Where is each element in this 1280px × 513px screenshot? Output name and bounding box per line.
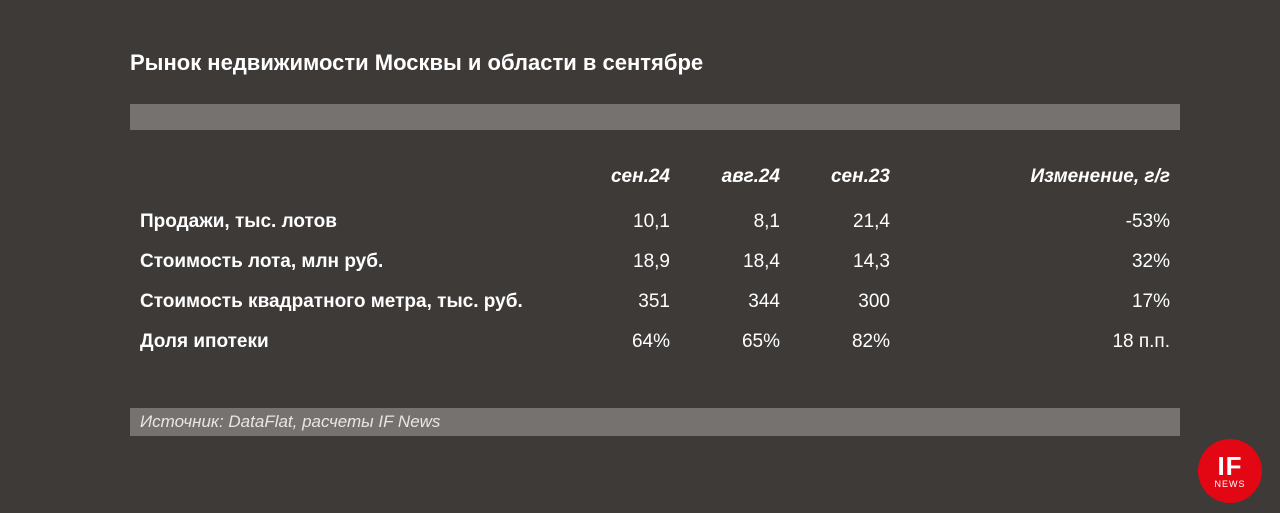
table-row: Стоимость квадратного метра, тыс. руб. 3… xyxy=(130,282,1180,322)
value-cell: 10,1 xyxy=(570,202,680,242)
value-cell: 82% xyxy=(790,322,900,362)
metric-cell: Стоимость лота, млн руб. xyxy=(130,242,570,282)
table-header-row: сен.24 авг.24 сен.23 Изменение, г/г xyxy=(130,158,1180,202)
logo-text-main: IF xyxy=(1217,453,1242,479)
value-cell: 8,1 xyxy=(680,202,790,242)
metric-cell: Доля ипотеки xyxy=(130,322,570,362)
value-cell: 18,9 xyxy=(570,242,680,282)
value-cell: 32% xyxy=(900,242,1180,282)
page-title: Рынок недвижимости Москвы и области в се… xyxy=(130,50,1180,76)
value-cell: 18 п.п. xyxy=(900,322,1180,362)
metric-cell: Продажи, тыс. лотов xyxy=(130,202,570,242)
value-cell: 21,4 xyxy=(790,202,900,242)
metric-cell: Стоимость квадратного метра, тыс. руб. xyxy=(130,282,570,322)
table-row: Продажи, тыс. лотов 10,1 8,1 21,4 -53% xyxy=(130,202,1180,242)
value-cell: -53% xyxy=(900,202,1180,242)
value-cell: 65% xyxy=(680,322,790,362)
data-table: сен.24 авг.24 сен.23 Изменение, г/г Прод… xyxy=(130,158,1180,362)
table-row: Стоимость лота, млн руб. 18,9 18,4 14,3 … xyxy=(130,242,1180,282)
table-row: Доля ипотеки 64% 65% 82% 18 п.п. xyxy=(130,322,1180,362)
col-header: авг.24 xyxy=(680,158,790,202)
if-news-logo: IF NEWS xyxy=(1198,439,1262,503)
value-cell: 300 xyxy=(790,282,900,322)
col-header-metric xyxy=(130,158,570,202)
value-cell: 18,4 xyxy=(680,242,790,282)
header-bar xyxy=(130,104,1180,130)
col-header-change: Изменение, г/г xyxy=(900,158,1180,202)
value-cell: 344 xyxy=(680,282,790,322)
value-cell: 17% xyxy=(900,282,1180,322)
col-header: сен.24 xyxy=(570,158,680,202)
value-cell: 14,3 xyxy=(790,242,900,282)
logo-text-sub: NEWS xyxy=(1215,480,1246,489)
col-header: сен.23 xyxy=(790,158,900,202)
value-cell: 351 xyxy=(570,282,680,322)
value-cell: 64% xyxy=(570,322,680,362)
source-bar: Источник: DataFlat, расчеты IF News xyxy=(130,408,1180,436)
